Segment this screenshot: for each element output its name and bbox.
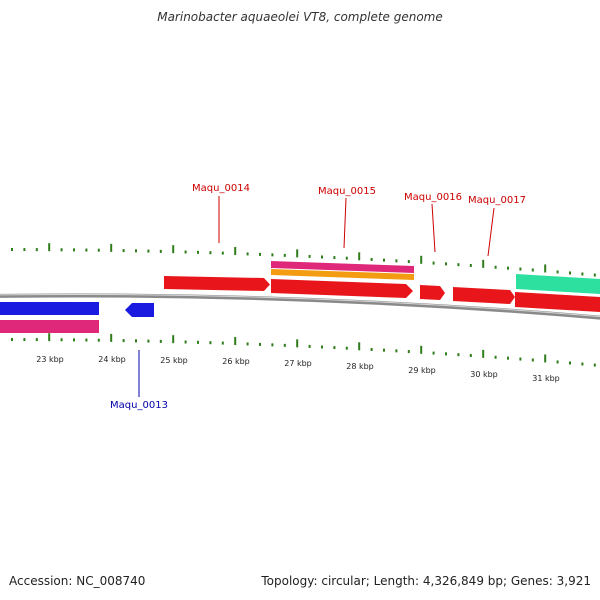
label-maqu-0015: Maqu_0015 bbox=[318, 186, 376, 197]
feature-magenta-left[interactable] bbox=[0, 320, 99, 333]
label-maqu-0016: Maqu_0016 bbox=[404, 192, 462, 203]
leader-maqu-0017 bbox=[487, 207, 495, 257]
gene-maqu-0017[interactable] bbox=[453, 287, 515, 304]
gene-maqu-0013[interactable] bbox=[125, 303, 154, 317]
tick-marks bbox=[11, 243, 596, 367]
axis-label-28kbp: 28 kbp bbox=[346, 362, 374, 371]
label-maqu-0014: Maqu_0014 bbox=[192, 183, 250, 194]
axis-label-30kbp: 30 kbp bbox=[470, 370, 498, 379]
label-maqu-0017: Maqu_0017 bbox=[468, 195, 526, 206]
label-maqu-0013: Maqu_0013 bbox=[110, 400, 168, 411]
feature-blue-left[interactable] bbox=[0, 302, 99, 315]
axis-label-24kbp: 24 kbp bbox=[98, 355, 126, 364]
genome-backbone bbox=[0, 293, 600, 320]
axis-label-25kbp: 25 kbp bbox=[160, 356, 188, 365]
gene-maqu-0014[interactable] bbox=[164, 276, 270, 291]
gene-maqu-0015[interactable] bbox=[271, 279, 413, 298]
map-title: Marinobacter aquaeolei VT8, complete gen… bbox=[157, 10, 443, 24]
axis-label-23kbp: 23 kbp bbox=[36, 355, 64, 364]
gene-maqu-0016[interactable] bbox=[420, 285, 445, 300]
leader-maqu-0016 bbox=[431, 203, 436, 253]
axis-label-26kbp: 26 kbp bbox=[222, 357, 250, 366]
feature-orange-0015[interactable] bbox=[271, 269, 414, 280]
gene-red-right[interactable] bbox=[515, 292, 600, 312]
leader-maqu-0015 bbox=[343, 197, 347, 249]
genome-summary-text: Topology: circular; Length: 4,326,849 bp… bbox=[261, 574, 591, 588]
genome-backbone-highlight bbox=[0, 293, 600, 318]
feature-magenta-0015[interactable] bbox=[271, 261, 414, 273]
axis-label-27kbp: 27 kbp bbox=[284, 359, 312, 368]
axis-label-29kbp: 29 kbp bbox=[408, 366, 436, 375]
accession-text: Accession: NC_008740 bbox=[9, 574, 146, 588]
feature-teal-right[interactable] bbox=[516, 274, 600, 294]
axis-label-31kbp: 31 kbp bbox=[532, 374, 560, 383]
